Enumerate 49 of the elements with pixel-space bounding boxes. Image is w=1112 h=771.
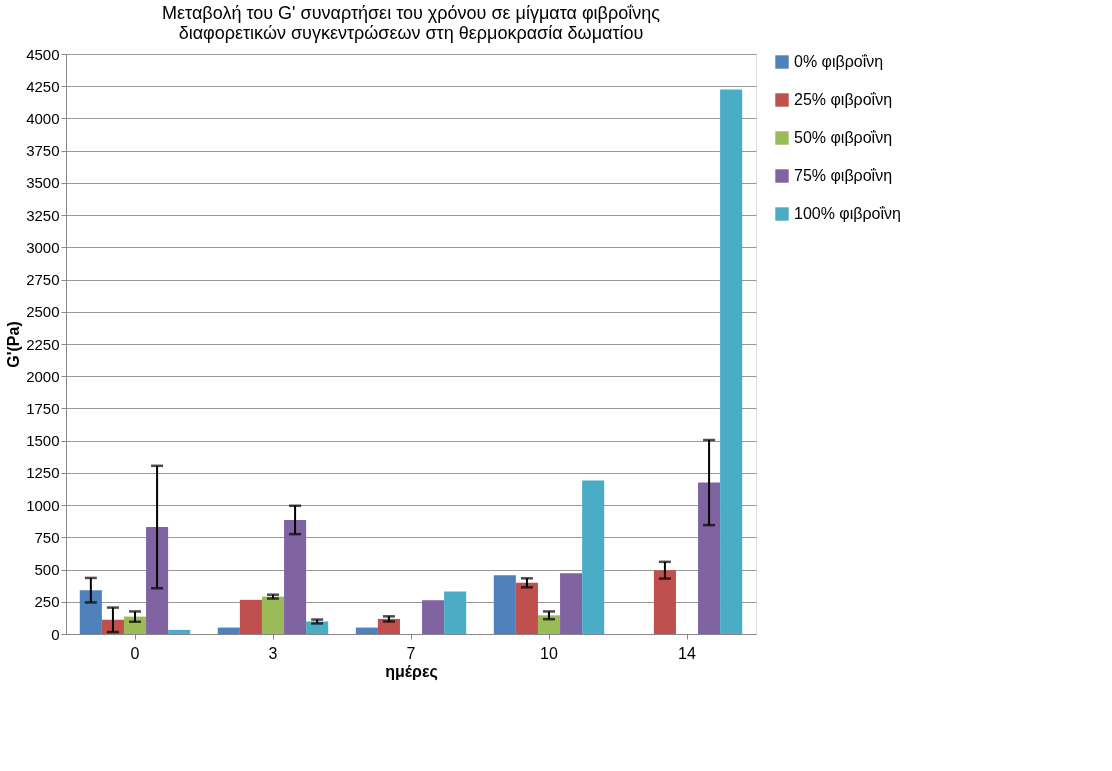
y-tick-label: 3000 — [26, 238, 60, 256]
y-tick-label: 1250 — [26, 464, 60, 482]
bar — [720, 89, 743, 634]
y-tick-label: 2750 — [26, 271, 60, 289]
y-tick-label: 3750 — [26, 142, 60, 160]
bar — [493, 575, 516, 634]
y-tick-label: 3250 — [26, 206, 60, 224]
bar — [284, 519, 307, 634]
y-tick-label: 2250 — [26, 335, 60, 353]
x-tick-label: 3 — [268, 644, 278, 662]
legend-label: 0% φιβροΐνη — [794, 53, 884, 70]
x-tick-label: 7 — [406, 644, 416, 662]
bar — [582, 480, 605, 634]
bar — [123, 616, 147, 634]
x-tick-label: 10 — [540, 644, 558, 662]
y-axis-title: G'(Pa) — [5, 321, 23, 368]
y-tick-label: 3500 — [26, 174, 60, 192]
bar — [560, 573, 583, 634]
bar — [217, 627, 240, 634]
text: Μεταβολή του G' συναρτήσει του χρόνου σε μίγματα φιβροΐνης — [162, 3, 660, 23]
bar — [698, 482, 721, 634]
legend-label: 50% φιβροΐνη — [794, 129, 893, 146]
bar — [422, 600, 445, 634]
legend-label: 100% φιβροΐνη — [794, 205, 901, 222]
legend-label: 75% φιβροΐνη — [794, 167, 893, 184]
y-tick-label: 2500 — [26, 303, 60, 321]
legend-label: 25% φιβροΐνη — [794, 91, 893, 108]
text: διαφορετικών συγκεντρώσεων στη θερμοκρασία δωματίου — [178, 23, 644, 43]
bar — [444, 591, 467, 634]
y-tick-label: 0 — [51, 625, 60, 643]
y-tick-label: 4000 — [26, 109, 60, 127]
x-axis-title: ημέρες — [385, 662, 438, 681]
y-tick-label: 750 — [34, 528, 60, 546]
bar — [239, 599, 262, 634]
y-tick-label: 4250 — [26, 77, 60, 95]
bar — [79, 590, 102, 634]
bar — [168, 629, 191, 634]
x-tick-label: 0 — [130, 644, 140, 662]
y-tick-label: 1500 — [26, 432, 60, 450]
y-tick-label: 250 — [34, 593, 60, 611]
bar — [146, 527, 169, 634]
y-tick-label: 4500 — [26, 45, 60, 63]
bar — [355, 627, 378, 634]
bar — [653, 570, 676, 634]
y-tick-label: 2000 — [26, 367, 60, 385]
x-tick-label: 14 — [678, 644, 696, 662]
y-tick-label: 500 — [34, 561, 60, 579]
y-tick-label: 1750 — [26, 399, 60, 417]
y-tick-label: 1000 — [26, 496, 60, 514]
